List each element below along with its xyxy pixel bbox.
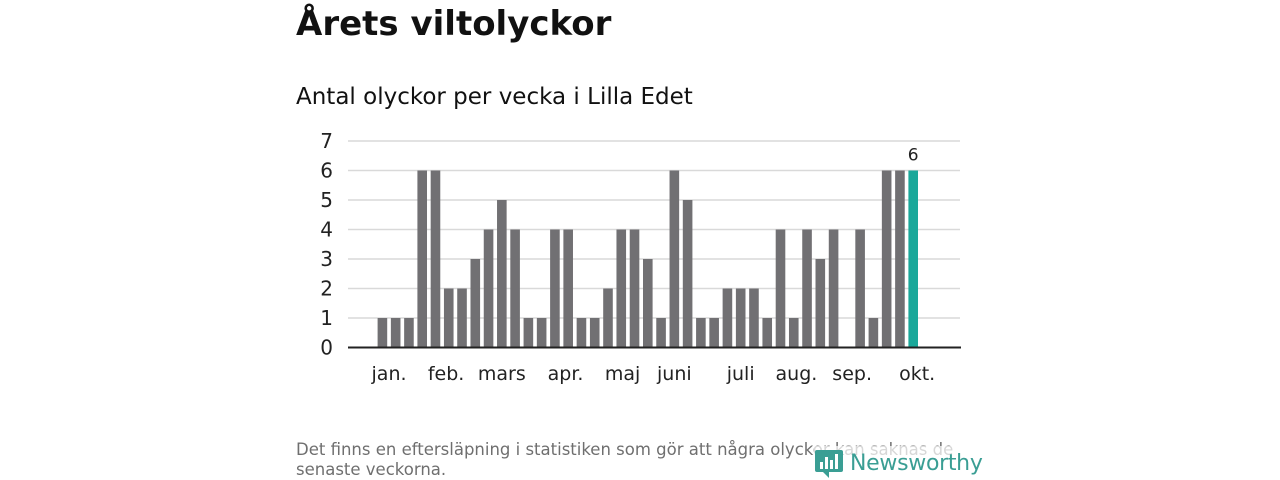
bar bbox=[377, 318, 388, 348]
x-tick-label: jan. bbox=[371, 363, 407, 385]
bar bbox=[550, 229, 560, 348]
y-tick-label: 3 bbox=[320, 247, 333, 271]
y-tick-label: 5 bbox=[320, 188, 333, 212]
page-title: Årets viltolyckor bbox=[296, 4, 612, 44]
newsworthy-logo: Newsworthy bbox=[814, 446, 983, 480]
data-label: 6 bbox=[908, 146, 919, 166]
bar bbox=[576, 318, 587, 348]
y-tick-label: 4 bbox=[320, 218, 333, 242]
bar-chart: 0 1 2 3 4 5 6 7 6 jan. feb. mars apr. maj juni juli au… bbox=[320, 129, 961, 385]
bar bbox=[603, 288, 613, 348]
bar bbox=[656, 318, 666, 348]
bar bbox=[629, 229, 640, 348]
bar bbox=[589, 318, 600, 348]
bar bbox=[669, 170, 680, 348]
y-tick-label: 1 bbox=[320, 306, 333, 330]
y-tick-label: 7 bbox=[320, 129, 333, 153]
bar bbox=[815, 259, 826, 348]
bar bbox=[855, 229, 865, 348]
x-tick-label: feb. bbox=[428, 363, 464, 385]
bar bbox=[709, 318, 719, 348]
x-tick-label: juli bbox=[726, 363, 755, 385]
y-tick-label: 2 bbox=[320, 277, 333, 301]
bar bbox=[443, 288, 454, 348]
bar bbox=[404, 318, 414, 348]
y-axis-ticks: 0 1 2 3 4 5 6 7 bbox=[320, 129, 333, 360]
x-axis-ticks: jan. feb. mars apr. maj juni juli aug. sep. okt. bbox=[371, 363, 936, 385]
bar bbox=[868, 318, 879, 348]
bar bbox=[749, 288, 759, 348]
x-tick-label: maj bbox=[605, 363, 640, 385]
bar bbox=[430, 170, 441, 348]
bar bbox=[775, 229, 786, 348]
y-tick-label: 6 bbox=[320, 159, 333, 183]
bar bbox=[563, 229, 573, 348]
bar bbox=[802, 229, 812, 348]
bar bbox=[696, 318, 706, 348]
bar bbox=[616, 229, 627, 348]
bar bbox=[457, 288, 467, 348]
x-tick-label: okt. bbox=[899, 363, 935, 385]
bar bbox=[390, 318, 401, 348]
bar bbox=[762, 318, 773, 348]
x-tick-label: aug. bbox=[776, 363, 818, 385]
bar bbox=[908, 170, 918, 348]
data-labels: 6 bbox=[908, 146, 919, 166]
bar bbox=[881, 170, 892, 348]
x-tick-label: apr. bbox=[548, 363, 584, 385]
footnote: Det finns en eftersläpning i statistiken… bbox=[296, 440, 954, 479]
newsworthy-logo-icon bbox=[815, 450, 843, 478]
bar bbox=[735, 288, 746, 348]
bar bbox=[895, 170, 905, 348]
x-tick-label: sep. bbox=[832, 363, 872, 385]
bar bbox=[788, 318, 799, 348]
x-tick-label: juni bbox=[656, 363, 692, 385]
y-tick-label: 0 bbox=[320, 336, 333, 360]
logo-text: Newsworthy bbox=[850, 450, 983, 476]
chart-subtitle: Antal olyckor per vecka i Lilla Edet bbox=[296, 84, 693, 110]
bar bbox=[470, 259, 481, 348]
bar bbox=[536, 318, 547, 348]
bar bbox=[643, 259, 653, 348]
bar bbox=[828, 229, 839, 348]
bar bbox=[510, 229, 520, 348]
bar bbox=[417, 170, 428, 348]
bar bbox=[483, 229, 494, 348]
bars bbox=[377, 170, 918, 348]
bar bbox=[523, 318, 534, 348]
bar bbox=[497, 200, 507, 348]
bar bbox=[682, 200, 693, 348]
x-tick-label: mars bbox=[478, 363, 526, 385]
bar bbox=[722, 288, 733, 348]
